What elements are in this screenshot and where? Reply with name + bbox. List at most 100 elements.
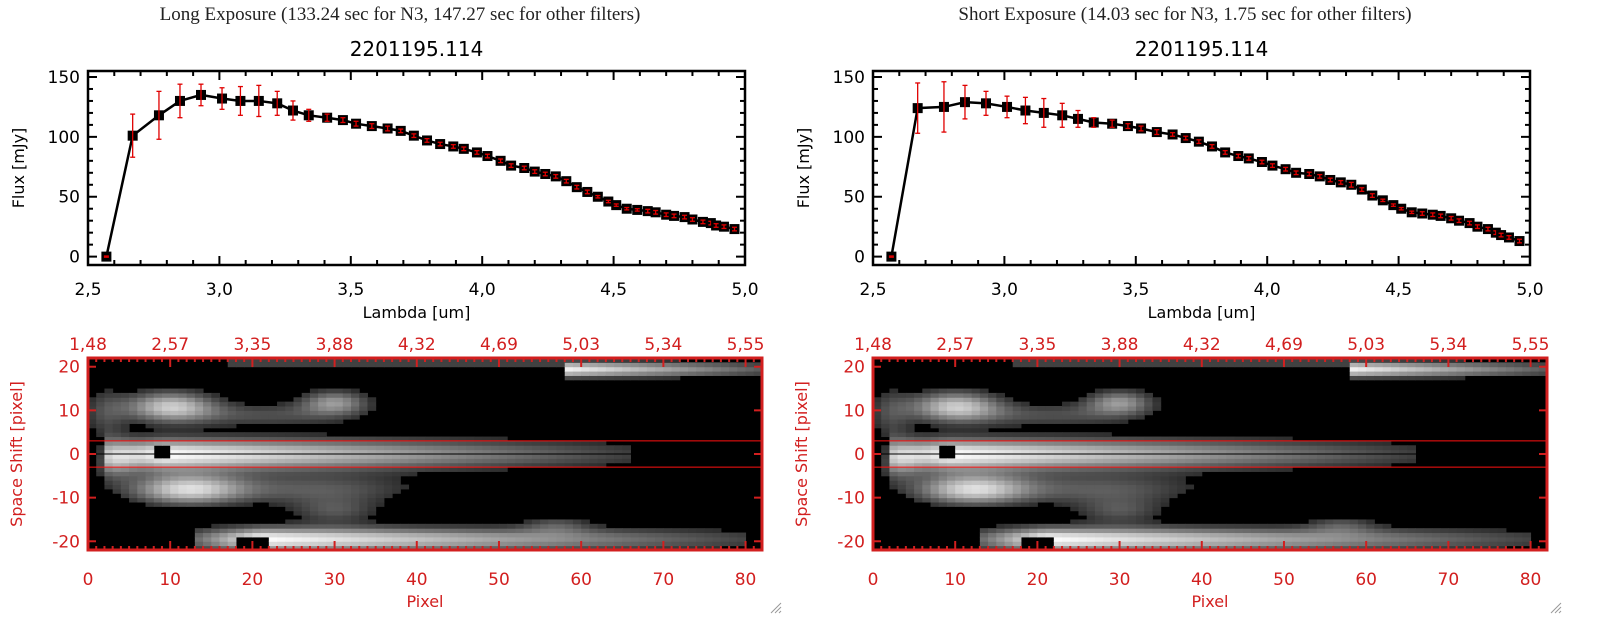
heatmap-cell [285, 475, 294, 481]
heatmap-cell [318, 397, 327, 403]
heatmap-cell [1045, 528, 1055, 534]
heatmap-cell [153, 488, 163, 494]
heatmap-cell [383, 440, 393, 446]
heatmap-cell [1136, 462, 1145, 468]
heatmap-cell [914, 410, 923, 416]
heatmap-cell [963, 475, 973, 481]
heatmap-cell [1415, 366, 1425, 372]
heatmap-cell [367, 397, 377, 403]
heatmap-cell [1514, 362, 1523, 368]
heatmap-cell [252, 484, 262, 490]
heatmap-cell [145, 484, 155, 490]
heatmap-cell [1136, 541, 1145, 547]
heatmap-cell [1325, 536, 1334, 542]
heatmap-cell [145, 406, 155, 411]
heatmap-cell [383, 467, 393, 472]
heatmap-cell [1119, 406, 1129, 411]
heatmap-cell [548, 462, 558, 468]
heatmap-cell [1012, 436, 1022, 442]
heatmap-cell [1481, 371, 1490, 376]
heatmap-cell [1242, 436, 1252, 442]
heatmap-cell [1152, 536, 1162, 542]
heatmap-cell [1070, 545, 1079, 551]
heatmap-cell [897, 475, 907, 481]
heatmap-cell [490, 440, 500, 446]
heatmap-cell [963, 484, 973, 490]
error-bar [461, 146, 467, 152]
heatmap-cell [178, 488, 188, 494]
heatmap-cell [1119, 440, 1129, 446]
heatmap-cell [1020, 493, 1030, 499]
heatmap-cell [211, 484, 221, 490]
heatmap-cell [1382, 362, 1392, 368]
heatmap-cell [285, 432, 294, 438]
heatmap-cell [318, 541, 327, 547]
heatmap-cell [301, 506, 311, 512]
heatmap-cell [1103, 392, 1112, 398]
heatmap-cell [1160, 445, 1170, 451]
heatmap-cell [1144, 445, 1153, 451]
heatmap-cell [1349, 519, 1359, 525]
heatmap-cell [988, 406, 997, 411]
heatmap-cell [1382, 358, 1392, 363]
heatmap-cell [293, 454, 303, 459]
heatmap-cell [375, 484, 385, 490]
heatmap-cell [1136, 362, 1145, 368]
heatmap-cell [1053, 528, 1063, 534]
heatmap-cell [1111, 536, 1121, 542]
heatmap-cell [359, 484, 368, 490]
heatmap-cell [1144, 528, 1153, 534]
resize-grip-icon[interactable] [768, 600, 782, 614]
heatmap-cell [881, 423, 890, 429]
heatmap-cell [1283, 536, 1293, 542]
heatmap-cell [359, 493, 368, 499]
heatmap-cell [219, 532, 229, 538]
error-bar [219, 87, 225, 110]
heatmap-cell [260, 471, 270, 477]
heatmap-cell [914, 493, 923, 499]
heatmap-cell [235, 528, 245, 534]
heatmap-cell [301, 445, 311, 451]
heatmap-cell [988, 488, 997, 494]
heatmap-cell [227, 475, 237, 481]
heatmap-cell [1177, 462, 1186, 468]
heatmap-cell [1423, 358, 1433, 363]
heatmap-cell [946, 471, 956, 477]
heatmap-cell [938, 488, 948, 494]
heatmap-cell [334, 392, 344, 398]
heatmap-cell [1390, 458, 1400, 464]
heatmap-cell [1119, 502, 1129, 507]
heatmap-cell [914, 445, 923, 451]
heatmap-cell [1053, 493, 1063, 499]
heatmap-cell [1103, 397, 1112, 403]
heatmap-cell [1448, 541, 1458, 547]
heatmap-cell [1144, 545, 1153, 551]
heatmap-cell [889, 467, 899, 472]
heatmap-cell [194, 440, 204, 446]
heatmap-cell [1168, 536, 1178, 542]
heatmap-cell [1333, 519, 1343, 525]
heatmap-cell [1029, 528, 1038, 534]
heatmap-cell [1251, 449, 1260, 455]
heatmap-cell [638, 532, 648, 538]
heatmap-cell [914, 397, 923, 403]
top-tick-label: 5,55 [727, 335, 765, 355]
x-tick-label: 4,0 [1254, 280, 1281, 300]
error-bar [1183, 135, 1189, 141]
heatmap-cell [194, 392, 204, 398]
heatmap-cell [905, 467, 915, 472]
heatmap-cell [260, 462, 270, 468]
heatmap-cell [1111, 454, 1121, 459]
heatmap-cell [1094, 523, 1104, 529]
heatmap-cell [1119, 519, 1129, 525]
heatmap-cell [334, 493, 344, 499]
error-bar [1359, 187, 1365, 193]
heatmap-cell [112, 484, 122, 490]
heatmap-cell [1062, 523, 1071, 529]
heatmap-cell [1119, 388, 1129, 394]
heatmap-cell [873, 397, 882, 403]
heatmap-cell [318, 471, 327, 477]
heatmap-cell [1292, 362, 1301, 368]
heatmap-cell [1103, 475, 1112, 481]
resize-grip-icon[interactable] [1548, 600, 1562, 614]
